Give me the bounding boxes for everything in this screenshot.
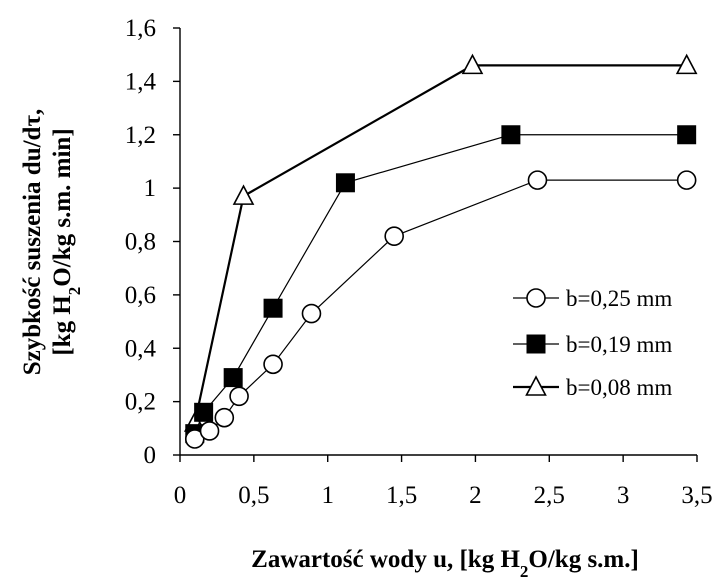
y-tick-label: 1,2 bbox=[125, 122, 156, 149]
data-point-circle bbox=[526, 288, 546, 308]
data-point-circle bbox=[527, 170, 548, 190]
legend-item: b=0,19 mm bbox=[513, 332, 672, 357]
data-point-square bbox=[263, 298, 283, 318]
data-point-circle bbox=[384, 226, 404, 246]
x-tick-label: 0 bbox=[174, 482, 187, 509]
x-tick-label: 3 bbox=[617, 482, 630, 509]
data-point-square bbox=[335, 173, 355, 193]
y-axis-title-line2: [kg H2O/kg s.m. min] bbox=[49, 128, 84, 355]
legend: b=0,25 mm b=0,19 mm b=0,08 mm bbox=[513, 286, 672, 400]
series-circle-open bbox=[184, 170, 697, 449]
legend-item: b=0,25 mm bbox=[513, 286, 672, 311]
data-point-circle bbox=[184, 429, 205, 449]
data-point-triangle bbox=[525, 375, 547, 396]
legend-label: b=0,25 mm bbox=[566, 286, 672, 311]
y-tick-label: 0,2 bbox=[125, 389, 156, 416]
x-axis-title: Zawartość wody u, [kg H2O/kg s.m.] bbox=[251, 546, 639, 579]
x-tick-label: 2 bbox=[469, 482, 482, 509]
x-tick-label: 1 bbox=[321, 482, 334, 509]
data-point-square bbox=[526, 334, 546, 354]
x-tick-label: 3,5 bbox=[681, 482, 712, 509]
data-point-circle bbox=[301, 303, 322, 324]
data-point-square bbox=[677, 125, 697, 145]
axes: 0 0,2 0,4 0,6 0,8 1 1,2 1,4 1,6 0 0,5 1 1,5 2 2,5 3 3,5 bbox=[125, 15, 713, 509]
y-tick-label: 0,8 bbox=[125, 229, 156, 256]
y-tick-label: 0 bbox=[144, 442, 157, 469]
data-point-circle bbox=[199, 421, 220, 441]
y-tick-label: 1,6 bbox=[125, 15, 156, 42]
legend-label: b=0,08 mm bbox=[566, 375, 672, 400]
y-tick-label: 1,4 bbox=[125, 68, 157, 95]
y-axis-title-line1: Szybkość suszenia du/dτ, bbox=[19, 109, 46, 375]
data-point-circle bbox=[263, 354, 283, 375]
series-layer bbox=[183, 53, 698, 449]
y-tick-label: 0,4 bbox=[125, 335, 157, 362]
x-tick-label: 1,5 bbox=[386, 482, 417, 509]
data-point-square bbox=[194, 402, 214, 422]
data-point-square bbox=[223, 368, 243, 388]
x-tick-label: 0,5 bbox=[238, 482, 269, 509]
y-tick-label: 1 bbox=[144, 175, 157, 202]
legend-label: b=0,19 mm bbox=[566, 332, 672, 357]
y-axis-title: Szybkość suszenia du/dτ, [kg H2O/kg s.m.… bbox=[19, 109, 84, 375]
y-tick-label: 0,6 bbox=[125, 282, 156, 309]
x-axis-title-subscript: 2 bbox=[520, 562, 529, 579]
data-point-circle bbox=[214, 407, 235, 428]
data-point-triangle bbox=[675, 53, 698, 75]
data-point-square bbox=[501, 125, 521, 145]
data-point-circle bbox=[676, 170, 697, 190]
series-square-filled bbox=[185, 125, 697, 444]
y-axis-title-subscript: 2 bbox=[65, 287, 84, 296]
data-point-triangle bbox=[461, 53, 484, 75]
data-point-circle bbox=[229, 386, 249, 407]
legend-item: b=0,08 mm bbox=[513, 375, 672, 400]
data-point-triangle bbox=[232, 184, 255, 205]
x-tick-label: 2,5 bbox=[534, 482, 565, 509]
series-line bbox=[193, 64, 687, 424]
